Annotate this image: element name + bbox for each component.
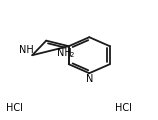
Text: HCl: HCl (115, 103, 132, 113)
Text: N: N (86, 74, 94, 84)
Text: 2: 2 (70, 52, 74, 58)
Text: NH: NH (57, 48, 72, 58)
Text: NH: NH (19, 45, 34, 55)
Text: HCl: HCl (6, 103, 23, 113)
